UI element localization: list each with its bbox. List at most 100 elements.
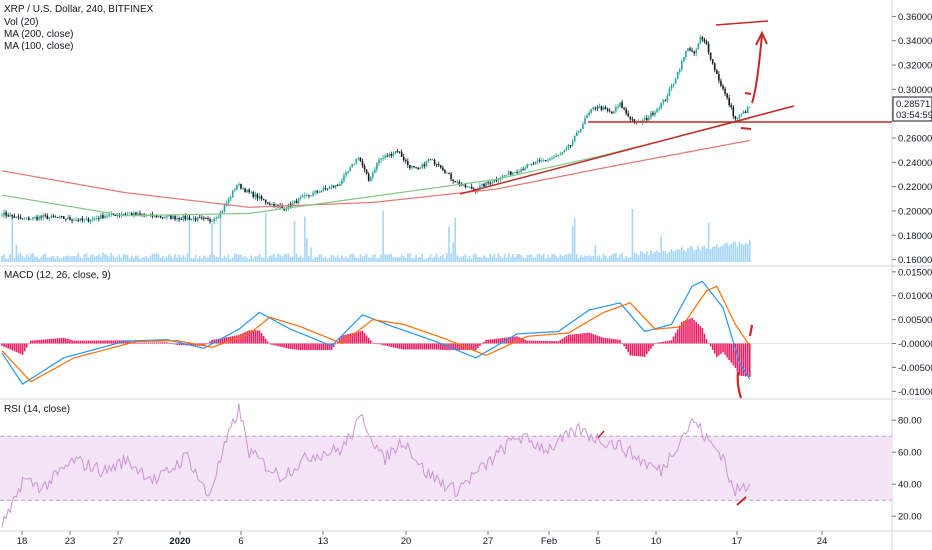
volume-bar bbox=[30, 254, 32, 262]
candle-body bbox=[501, 175, 504, 178]
candle-body bbox=[532, 163, 535, 165]
candlesticks[interactable] bbox=[1, 34, 751, 225]
macd-hist-bar bbox=[693, 319, 695, 344]
macd-hist-bar bbox=[250, 330, 253, 344]
price-badge-price: 0.28571 bbox=[896, 99, 930, 110]
price-tick-label: 60.00 bbox=[898, 448, 922, 459]
candle-body bbox=[9, 214, 12, 217]
macd-hist-bar bbox=[73, 340, 75, 344]
candle-body bbox=[462, 184, 465, 186]
macd-legend[interactable]: MACD (12, 26, close, 9) bbox=[4, 270, 111, 281]
volume-bar bbox=[608, 255, 611, 262]
volume-bar bbox=[367, 257, 370, 262]
macd-hist-bar bbox=[260, 333, 263, 344]
candle-body bbox=[479, 185, 481, 190]
macd-hist-bar bbox=[386, 343, 389, 347]
trend-line[interactable] bbox=[459, 105, 795, 195]
volume-bar bbox=[415, 255, 417, 262]
bottom-marker-stroke[interactable] bbox=[740, 127, 752, 130]
volume-bar bbox=[65, 255, 67, 262]
candle-body bbox=[172, 216, 174, 219]
candle-body bbox=[217, 216, 220, 219]
rsi-up-stroke[interactable] bbox=[736, 496, 747, 506]
ma200-legend[interactable]: MA (200, close) bbox=[4, 29, 73, 40]
candle-body bbox=[135, 212, 137, 215]
up-arrow-stroke[interactable] bbox=[751, 34, 763, 104]
macd-hist-bar bbox=[166, 342, 168, 344]
macd-dip-stroke[interactable] bbox=[736, 371, 743, 399]
volume-bar bbox=[376, 258, 378, 262]
macd-hist-bar bbox=[324, 343, 327, 351]
volume-bar bbox=[565, 254, 568, 262]
macd-hist-bar bbox=[91, 340, 94, 344]
volume-bar bbox=[652, 253, 654, 262]
candle-body bbox=[89, 220, 92, 222]
candle-body bbox=[170, 215, 172, 219]
candle-body bbox=[343, 175, 345, 181]
volume-bar bbox=[701, 246, 704, 262]
candle-body bbox=[693, 51, 695, 54]
macd-hist-bar bbox=[349, 333, 351, 344]
price-axis[interactable]: 0.16000 0.18000 0.20000 0.22000 0.24000 0.260… bbox=[892, 12, 932, 523]
macd-hist-bar bbox=[709, 343, 712, 347]
volume-bar bbox=[91, 254, 94, 262]
rsi-mark-stroke[interactable] bbox=[597, 430, 605, 439]
top-marker-stroke[interactable] bbox=[715, 20, 769, 26]
volume-bar bbox=[120, 257, 123, 262]
candle-body bbox=[503, 175, 506, 176]
candle-body bbox=[575, 132, 578, 137]
price-tick-label: 0.18000 bbox=[898, 231, 932, 242]
candle-body bbox=[594, 107, 597, 109]
macd-hist-bar bbox=[170, 343, 172, 344]
macd-hist-bar bbox=[244, 332, 246, 344]
candle-body bbox=[573, 136, 576, 142]
macd-hist-bar bbox=[310, 343, 312, 351]
volume-bar bbox=[454, 217, 456, 262]
volume-bar bbox=[586, 255, 588, 262]
volume-bar bbox=[382, 210, 384, 262]
macd-hist-bar bbox=[56, 338, 59, 344]
macd-hist-bar bbox=[135, 342, 137, 344]
macd-hist-bar bbox=[470, 343, 473, 351]
macd-hist-bar bbox=[36, 340, 38, 344]
time-tick-label: 20 bbox=[401, 536, 412, 547]
macd-hist-bar bbox=[575, 333, 578, 344]
candle-body bbox=[689, 48, 691, 51]
candle-body bbox=[306, 195, 308, 196]
macd-up-stroke[interactable] bbox=[748, 324, 754, 337]
rsi-legend[interactable]: RSI (14, close) bbox=[4, 404, 70, 415]
symbol-legend[interactable]: XRP / U.S. Dollar, 240, BITFINEX bbox=[4, 4, 154, 15]
candle-body bbox=[316, 191, 318, 193]
macd-hist-bar bbox=[407, 343, 409, 350]
candle-body bbox=[264, 199, 267, 203]
candle-body bbox=[285, 208, 288, 211]
volume-bar bbox=[343, 257, 345, 262]
candle-body bbox=[493, 179, 496, 183]
macd-hist-bar bbox=[378, 343, 380, 345]
price-marker-stroke[interactable] bbox=[744, 92, 752, 95]
macd-hist-bar bbox=[400, 343, 403, 350]
volume-bar bbox=[207, 257, 209, 262]
macd-hist-bar bbox=[85, 340, 88, 344]
volume-bar bbox=[427, 257, 430, 262]
volume-bar bbox=[201, 258, 203, 262]
time-axis[interactable]: 18 23 27 2020 6 13 20 27 Feb 5 10 17 24 bbox=[17, 531, 828, 547]
volume-bar bbox=[196, 258, 199, 262]
macd-hist-bar bbox=[584, 333, 586, 344]
macd-hist-bar bbox=[631, 343, 634, 356]
up-arrow-head[interactable] bbox=[755, 30, 768, 46]
candle-body bbox=[534, 161, 537, 165]
volume-bar bbox=[11, 214, 14, 262]
volume-bar bbox=[336, 255, 339, 262]
user-drawings[interactable] bbox=[459, 20, 892, 506]
macd-hist-bar bbox=[458, 343, 461, 351]
rsi-band bbox=[0, 436, 892, 501]
candle-body bbox=[312, 192, 314, 196]
volume-bar bbox=[709, 249, 712, 262]
ma100-legend[interactable]: MA (100, close) bbox=[4, 41, 73, 52]
vol-legend[interactable]: Vol (20) bbox=[4, 17, 38, 28]
price-tick-label: -0.00500 bbox=[898, 363, 932, 374]
candle-body bbox=[606, 108, 609, 111]
